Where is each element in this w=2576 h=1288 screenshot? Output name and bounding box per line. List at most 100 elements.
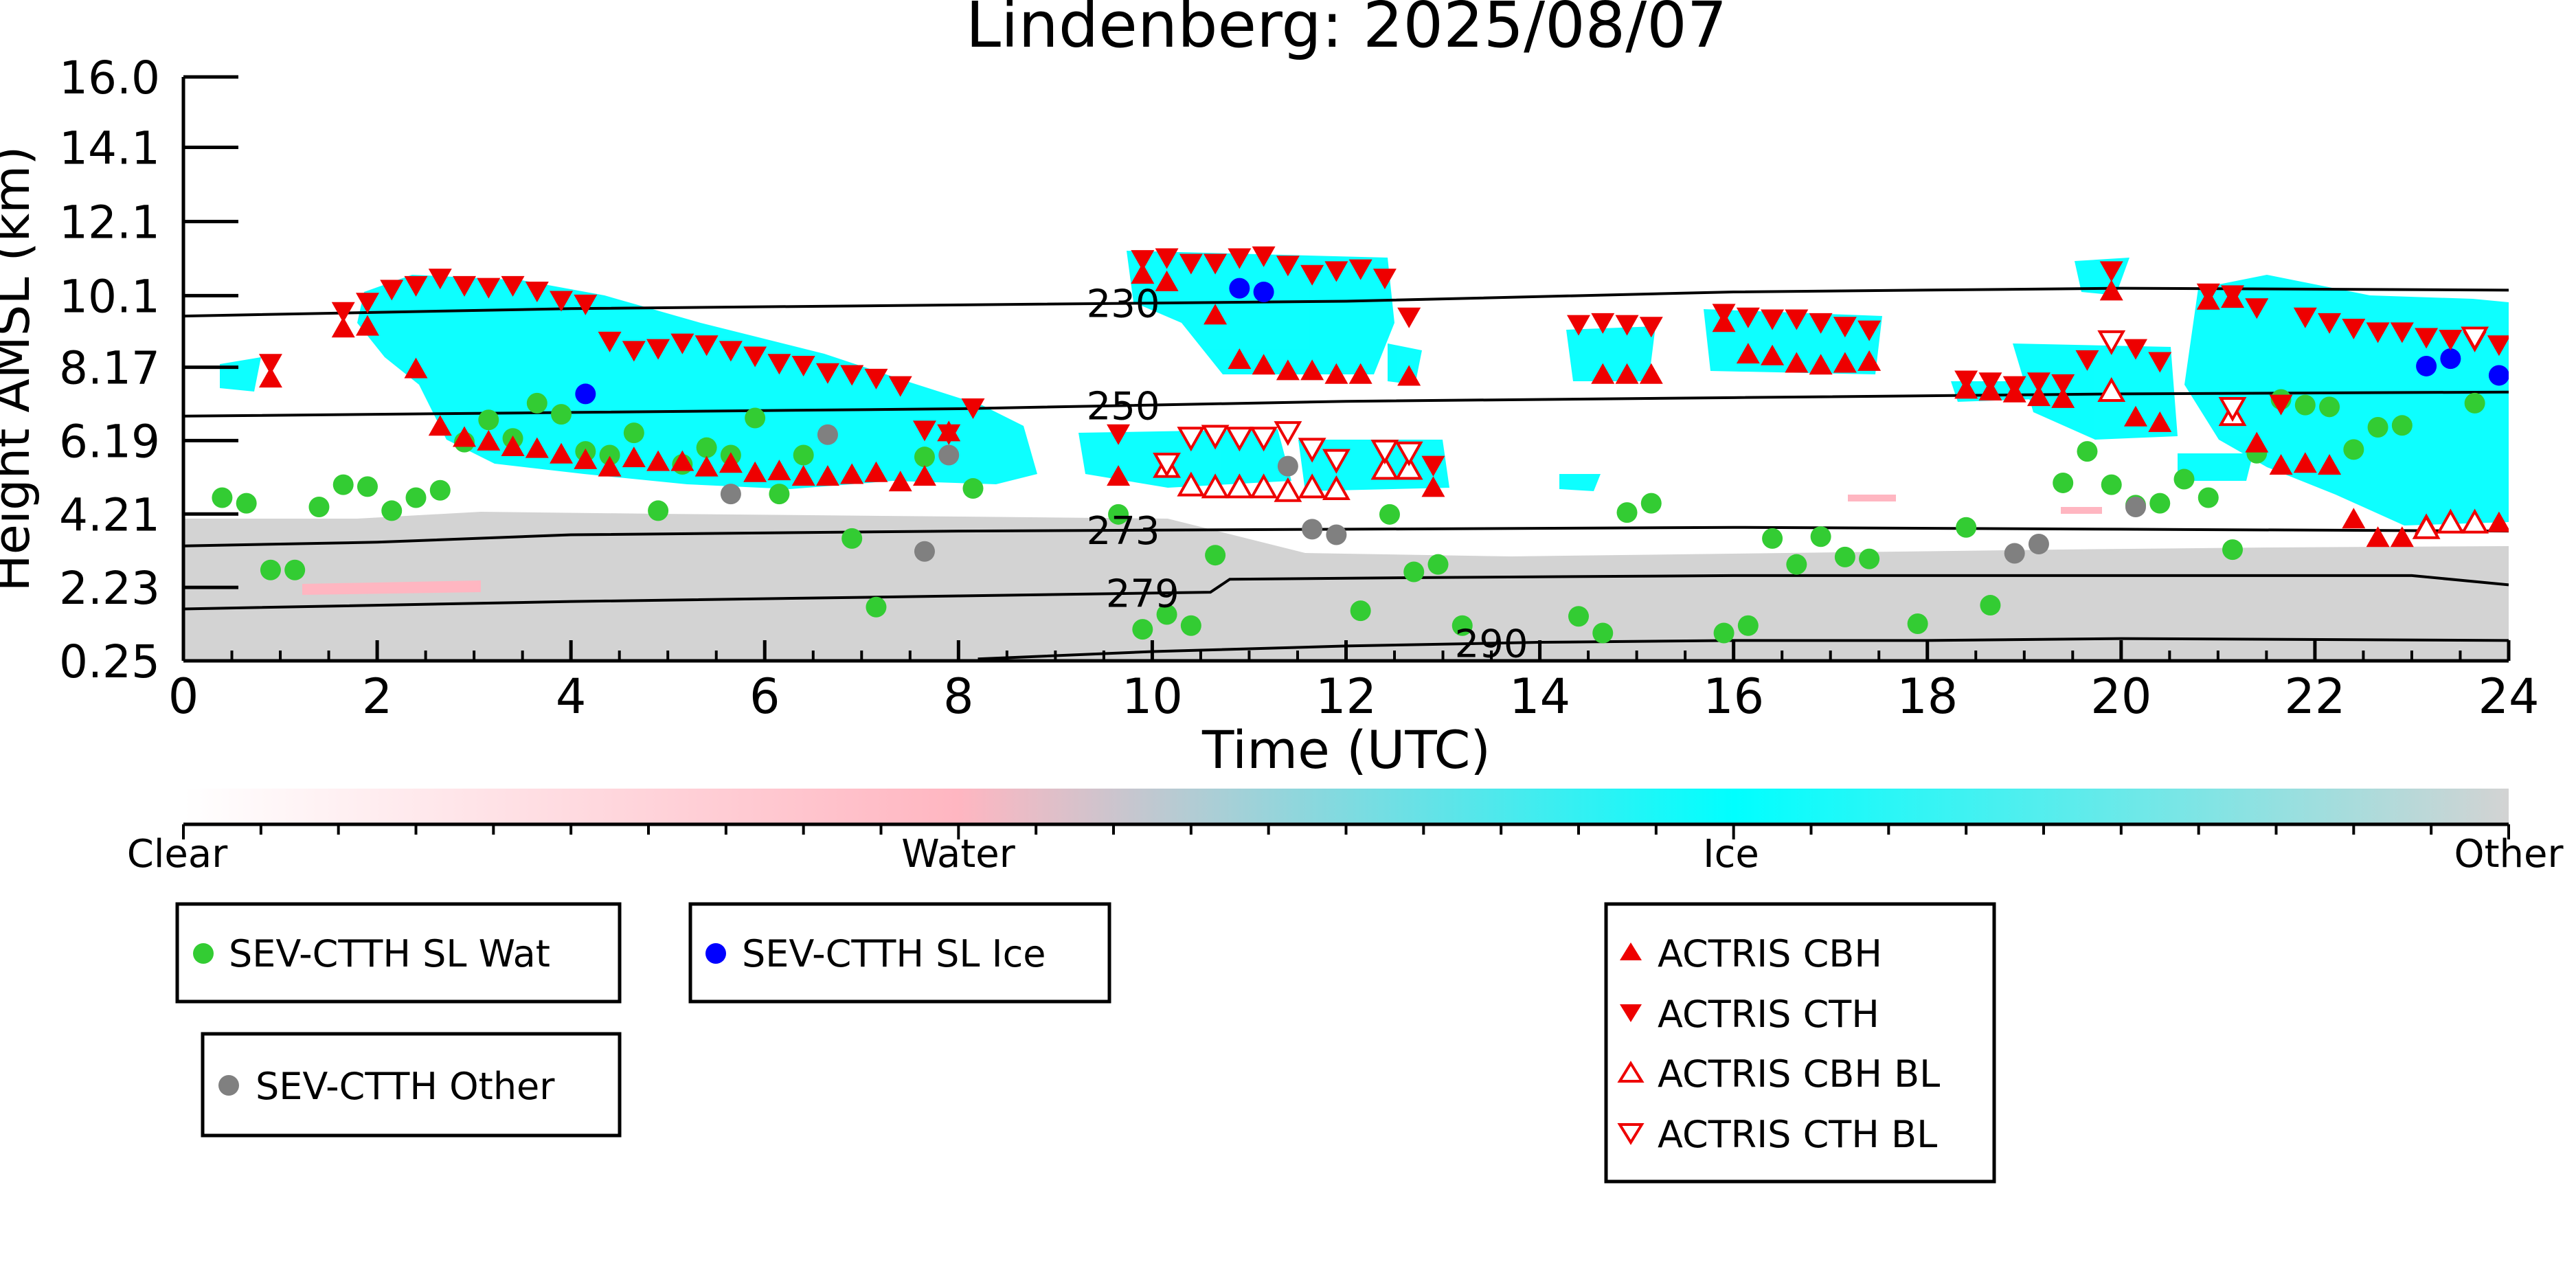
actris-cbh-marker [888, 471, 912, 492]
actris-cth-bl-marker [1153, 452, 1182, 478]
actris-cth-marker [2221, 285, 2245, 306]
actris-cth-bl-marker [1250, 427, 1278, 452]
sev-ctth-sl-wat-marker [1907, 613, 1928, 635]
actris-cbh-marker [1276, 359, 1300, 381]
sev-ctth-sl-wat-marker [478, 409, 499, 431]
actris-cbh-marker [1204, 304, 1228, 325]
actris-cbh-marker [2051, 387, 2075, 408]
actris-cbh-marker [550, 442, 574, 464]
actris-cth-bl-marker [1370, 440, 1399, 465]
legend-marker-sev-ice [705, 943, 726, 964]
actris-cbh-bl-marker [1298, 473, 1326, 499]
legend-label-sev-ice: SEV-CTTH SL Ice [742, 932, 1046, 975]
actris-cth-marker [1591, 313, 1615, 334]
actris-cth-marker [2269, 394, 2293, 416]
actris-cbh-bl-marker [1274, 477, 1302, 502]
isotherm-label-273: 273 [1087, 509, 1160, 554]
sev-ctth-sl-wat-marker [405, 487, 427, 508]
actris-cth-marker [380, 280, 404, 301]
actris-cth-marker [1761, 309, 1785, 330]
legend-marker-actris-cbh-bl [1617, 1061, 1645, 1083]
sev-ctth-sl-wat-marker [2053, 472, 2074, 493]
isotherm-line-290 [978, 637, 2509, 661]
actris-cth-marker [1324, 261, 1348, 282]
sev-ctth-sl-wat-marker [381, 500, 403, 521]
actris-cth-marker [1639, 317, 1663, 338]
chart-title: Lindenberg: 2025/08/07 [966, 0, 1728, 62]
legend-marker-actris-cbh [1620, 942, 1642, 960]
actris-cth-marker [694, 335, 719, 357]
actris-cth-marker [2123, 339, 2147, 360]
sev-ctth-sl-wat-marker [1859, 548, 1880, 569]
colorbar-label-other: Other [2454, 832, 2564, 877]
y-tick-label: 12.1 [59, 196, 160, 249]
y-tick-label: 4.21 [59, 488, 160, 541]
actris-cth-bl-marker [2461, 326, 2489, 352]
sev-ctth-other-marker [2028, 534, 2049, 554]
x-tick-label: 18 [1897, 668, 1958, 725]
actris-cbh-marker [2026, 385, 2050, 407]
actris-cbh-marker [598, 455, 622, 477]
sev-ctth-sl-wat-marker [1762, 528, 1783, 549]
actris-cbh-marker [404, 357, 428, 379]
actris-cbh-marker [694, 455, 719, 477]
actris-cbh-marker [2318, 453, 2342, 475]
actris-cth-bl-marker [1201, 425, 1230, 450]
legend-marker-sev-other [218, 1075, 239, 1096]
isotherm-line-230 [183, 286, 2509, 318]
actris-cbh-marker [1591, 363, 1615, 384]
x-tick-label: 0 [168, 668, 199, 725]
sev-ctth-other-marker [2004, 543, 2025, 564]
sev-ctth-sl-wat-marker [745, 407, 766, 429]
legend-marker-sev-wat [193, 943, 214, 964]
actris-cbh-marker [2366, 526, 2390, 547]
sev-ctth-sl-wat-marker [284, 559, 306, 580]
actris-cth-marker [258, 354, 282, 375]
sev-ctth-sl-wat-marker [1980, 595, 2001, 616]
sev-ctth-sl-wat-marker [2222, 539, 2244, 561]
sev-ctth-other-marker [938, 444, 960, 466]
actris-cth-marker [815, 363, 839, 384]
sev-ctth-sl-wat-marker [1737, 615, 1759, 636]
sev-ctth-sl-wat-marker [1786, 554, 1807, 575]
actris-cbh-bl-marker [1394, 455, 1423, 480]
series-actris-cbh [258, 263, 2509, 547]
sev-ctth-sl-wat-marker [2101, 474, 2122, 495]
actris-cth-bl-marker [2218, 397, 2247, 422]
actris-cbh-marker [1397, 365, 1421, 386]
sev-ctth-sl-wat-marker [1379, 504, 1400, 525]
actris-cbh-bl-marker [2461, 508, 2489, 534]
sev-ctth-sl-wat-marker [1403, 561, 1425, 583]
actris-cbh-bl-marker [2436, 508, 2465, 534]
actris-cbh-marker [525, 437, 549, 458]
actris-cbh-marker [864, 461, 888, 482]
sev-ctth-sl-wat-marker [1205, 545, 1226, 566]
actris-cth-marker [961, 398, 985, 420]
actris-cth-marker [2318, 313, 2342, 334]
y-tick-label: 14.1 [59, 122, 160, 175]
x-tick-label: 14 [1509, 668, 1570, 725]
y-tick-label: 8.17 [59, 342, 160, 395]
colorbar-gradient [183, 789, 2509, 823]
actris-cbh-bl-marker [1225, 473, 1254, 499]
sev-ctth-sl-wat-marker [1180, 615, 1201, 636]
actris-cbh-marker [1736, 343, 1760, 364]
actris-cbh-marker [1300, 359, 1324, 381]
legend-label-actris-cbh: ACTRIS CBH [1658, 932, 1882, 975]
sev-ctth-sl-ice-marker [2488, 365, 2509, 386]
series-sev-ctth-other [720, 424, 2146, 564]
legend-label-actris-cth-bl: ACTRIS CTH BL [1658, 1113, 1937, 1156]
sev-ctth-sl-wat-marker [2149, 493, 2171, 514]
actris-cbh-bl-marker [1201, 473, 1230, 499]
isotherm-label-279: 279 [1106, 572, 1179, 617]
actris-cbh-marker [767, 460, 791, 481]
actris-cth-marker [598, 331, 622, 352]
sev-ctth-other-marker [720, 484, 741, 505]
actris-cth-marker [501, 275, 525, 297]
actris-cbh-marker [743, 461, 767, 482]
actris-cbh-marker [2099, 280, 2123, 301]
actris-cth-marker [888, 376, 912, 397]
actris-cth-marker [1179, 253, 1203, 275]
actris-cbh-marker [574, 448, 598, 469]
